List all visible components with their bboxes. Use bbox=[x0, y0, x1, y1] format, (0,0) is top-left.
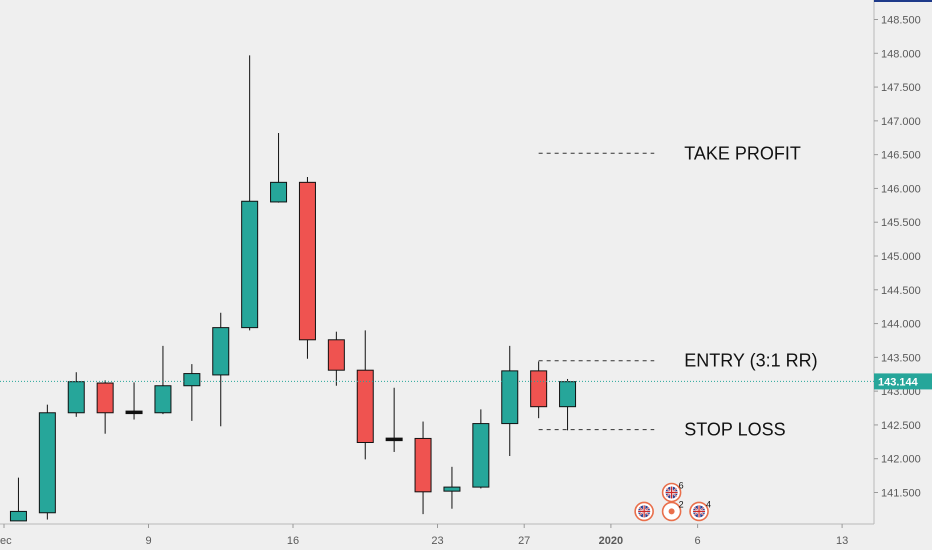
candle-body-down bbox=[96, 382, 114, 414]
economic-event-marker[interactable] bbox=[634, 501, 654, 522]
candle[interactable] bbox=[414, 421, 432, 515]
candle[interactable] bbox=[38, 404, 56, 520]
economic-event-marker[interactable]: 4 bbox=[689, 499, 711, 522]
candle-body-up bbox=[472, 423, 490, 488]
candle[interactable] bbox=[212, 312, 230, 427]
candle[interactable] bbox=[241, 55, 259, 331]
y-tick-label: 142.000 bbox=[881, 454, 921, 466]
candle-body-down bbox=[327, 339, 345, 371]
uk-flag-icon bbox=[693, 505, 706, 518]
price-axis-accent bbox=[874, 0, 932, 2]
y-tick-label: 141.500 bbox=[881, 488, 921, 500]
candle-body-down bbox=[414, 437, 432, 493]
event-count-badge: 6 bbox=[679, 481, 684, 491]
candle[interactable] bbox=[501, 345, 519, 457]
x-tick-label: 6 bbox=[695, 535, 701, 547]
candle-body-down bbox=[385, 437, 403, 442]
annotation-label: ENTRY (3:1 RR) bbox=[684, 351, 817, 371]
candle-body-up bbox=[38, 412, 56, 514]
current-price-tag[interactable] bbox=[874, 373, 932, 390]
candle-body-up bbox=[125, 410, 143, 415]
candles bbox=[9, 55, 577, 522]
event-dot-icon bbox=[668, 508, 675, 515]
candle[interactable] bbox=[270, 133, 288, 203]
y-tick-label: 146.000 bbox=[881, 183, 921, 195]
candle-body-up bbox=[67, 381, 85, 414]
y-tick-label: 147.500 bbox=[881, 82, 921, 94]
candle-body-up bbox=[501, 370, 519, 425]
y-tick-label: 144.000 bbox=[881, 319, 921, 331]
y-tick-label: 143.500 bbox=[881, 352, 921, 364]
y-tick-label: 146.500 bbox=[881, 150, 921, 162]
candle-body-up bbox=[9, 510, 27, 522]
x-tick-label: 9 bbox=[145, 535, 151, 547]
candle[interactable] bbox=[443, 466, 461, 509]
candle[interactable] bbox=[356, 330, 374, 460]
candle[interactable] bbox=[530, 361, 548, 419]
event-count-badge: 4 bbox=[706, 499, 711, 509]
x-tick-label: 16 bbox=[287, 535, 299, 547]
annotations: TAKE PROFIT ENTRY (3:1 RR) STOP LOSS bbox=[538, 143, 818, 440]
time-axis[interactable]: ec 9 16 23 27 2020 6 13 bbox=[0, 523, 874, 547]
annotation-label: TAKE PROFIT bbox=[684, 143, 801, 163]
candle[interactable] bbox=[9, 477, 27, 522]
candle[interactable] bbox=[559, 378, 577, 431]
y-tick-label: 148.000 bbox=[881, 48, 921, 60]
candle[interactable] bbox=[327, 331, 345, 386]
x-tick-label: 27 bbox=[518, 535, 530, 547]
annotation-label: STOP LOSS bbox=[684, 420, 785, 440]
event-count-badge: 2 bbox=[679, 499, 684, 509]
candle-body-down bbox=[530, 370, 548, 408]
candle[interactable] bbox=[154, 345, 172, 415]
uk-flag-icon bbox=[665, 486, 678, 499]
y-tick-label: 144.500 bbox=[881, 285, 921, 297]
candle-body-down bbox=[356, 369, 374, 443]
candle-body-up bbox=[183, 373, 201, 387]
candle-body-up bbox=[270, 181, 288, 203]
candle[interactable] bbox=[96, 380, 114, 434]
candle[interactable] bbox=[67, 372, 85, 417]
x-tick-label: 23 bbox=[431, 535, 443, 547]
candle-body-up bbox=[241, 200, 259, 329]
y-tick-label: 145.500 bbox=[881, 217, 921, 229]
candle-body-down bbox=[298, 181, 316, 341]
uk-flag-icon bbox=[638, 505, 651, 518]
candle[interactable] bbox=[183, 364, 201, 421]
current-price-label: 143.144 bbox=[878, 376, 919, 388]
candle[interactable] bbox=[385, 387, 403, 452]
candle-body-up bbox=[559, 381, 577, 408]
event-markers[interactable]: 6 2 4 bbox=[634, 481, 711, 522]
y-tick-label: 147.000 bbox=[881, 116, 921, 128]
candle-body-up bbox=[212, 327, 230, 376]
current-price-line: 143.144 bbox=[0, 373, 932, 390]
candle[interactable] bbox=[298, 176, 316, 359]
x-tick-label: 13 bbox=[836, 535, 848, 547]
y-tick-label: 145.000 bbox=[881, 251, 921, 263]
economic-event-marker[interactable]: 2 bbox=[661, 499, 684, 522]
x-tick-label: 2020 bbox=[599, 535, 623, 547]
economic-event-marker[interactable]: 6 bbox=[661, 481, 684, 503]
candle[interactable] bbox=[472, 409, 490, 489]
x-tick-label: ec bbox=[0, 535, 12, 547]
candle-body-up bbox=[443, 486, 461, 492]
candle[interactable] bbox=[125, 382, 143, 420]
candle-body-up bbox=[154, 385, 172, 414]
y-tick-label: 148.500 bbox=[881, 15, 921, 27]
y-tick-label: 142.500 bbox=[881, 420, 921, 432]
